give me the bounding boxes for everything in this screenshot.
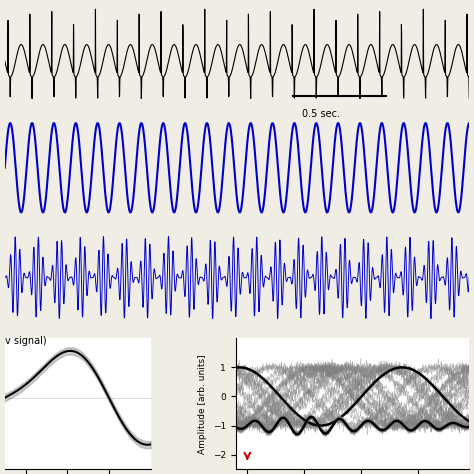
Y-axis label: Amplitude [arb. units]: Amplitude [arb. units]: [199, 354, 208, 454]
Text: 0.5 sec.: 0.5 sec.: [302, 109, 340, 119]
Text: v signal): v signal): [5, 336, 46, 346]
